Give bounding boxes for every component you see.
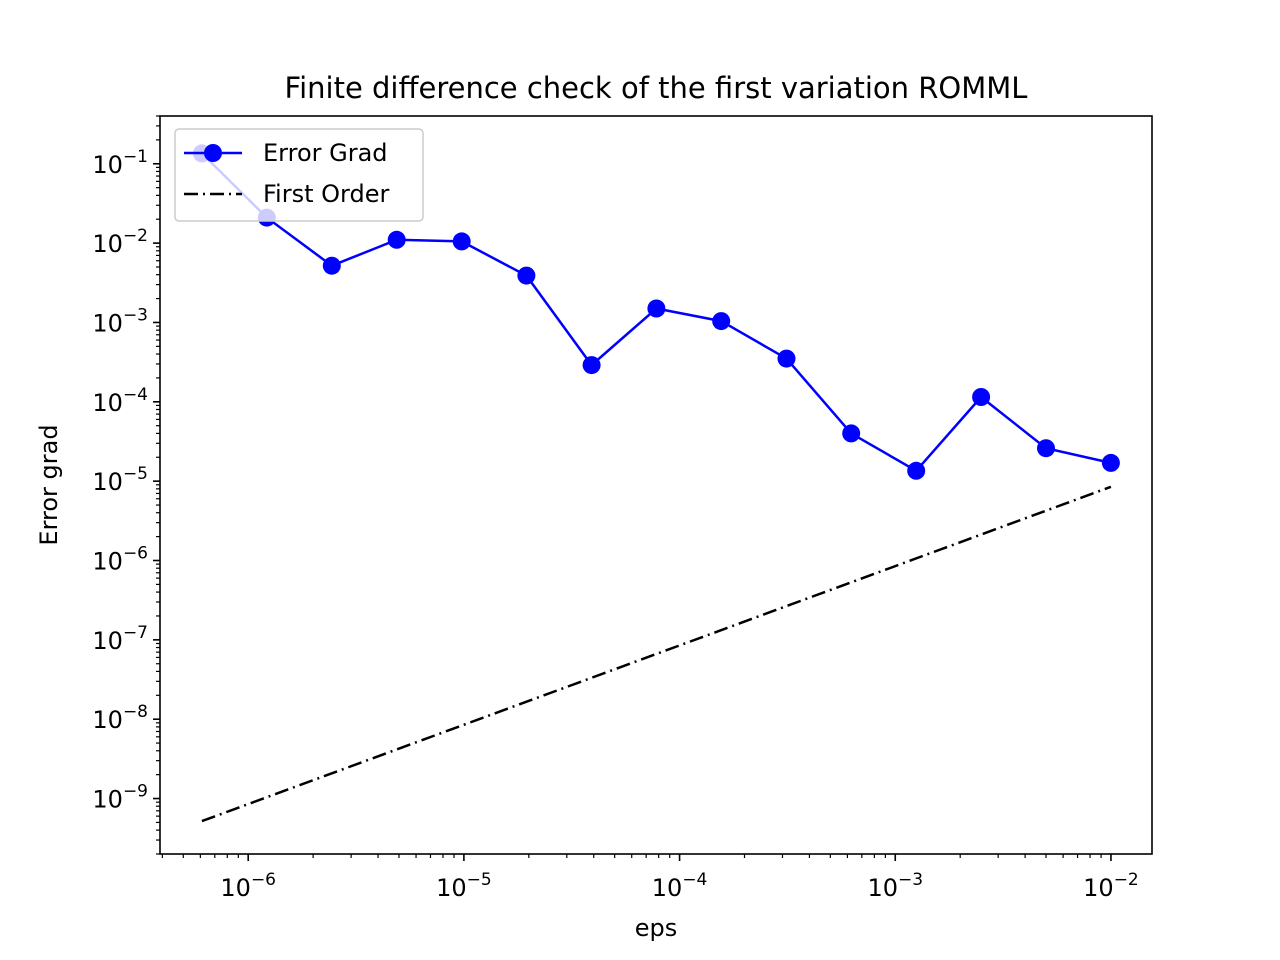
legend-label-first-order: First Order (263, 180, 389, 208)
x-tick-label: 10−6 (220, 870, 276, 902)
x-tick-label: 10−5 (436, 870, 492, 902)
legend: Error Grad First Order (174, 128, 424, 222)
y-tick-label: 10−9 (92, 782, 148, 814)
data-point-error-grad (1037, 439, 1055, 458)
data-point-error-grad (452, 232, 471, 251)
data-point-error-grad (907, 461, 926, 480)
y-tick-label: 10−6 (92, 544, 148, 576)
data-point-error-grad (972, 388, 991, 406)
data-point-error-grad (647, 299, 666, 318)
x-axis-label: eps (635, 914, 678, 942)
y-tick-label: 10−5 (92, 464, 148, 496)
y-tick-label: 10−4 (92, 385, 148, 417)
legend-label-error-grad: Error Grad (263, 139, 388, 167)
x-tick-label: 10−3 (867, 870, 923, 902)
series-line-first-order (201, 485, 1112, 823)
y-tick-label: 10−7 (92, 623, 148, 655)
x-tick-label: 10−4 (652, 870, 708, 902)
data-point-error-grad (517, 266, 536, 285)
y-axis-label: Error grad (35, 424, 63, 545)
data-point-error-grad (322, 256, 341, 275)
series-layer (192, 144, 1120, 823)
data-point-error-grad (1101, 453, 1120, 472)
y-axis: 10−9 10−8 10−7 10−6 10−5 10−4 10−3 10−2 10−1 (92, 115, 160, 855)
legend-marker-error-grad (204, 144, 222, 162)
data-point-error-grad (582, 356, 601, 375)
x-tick-label: 10−2 (1083, 870, 1139, 902)
y-tick-label: 10−1 (92, 147, 148, 179)
data-point-error-grad (387, 230, 406, 249)
y-tick-label: 10−8 (92, 702, 148, 734)
data-point-error-grad (777, 349, 796, 368)
data-point-error-grad (712, 312, 731, 331)
x-axis: 10−6 10−5 10−4 10−3 10−2 (161, 854, 1139, 902)
y-tick-label: 10−3 (92, 305, 148, 337)
plot-frame (159, 115, 1153, 855)
plot-area (160, 116, 1152, 854)
y-tick-label: 10−2 (92, 226, 148, 258)
chart-title: Finite difference check of the first var… (285, 71, 1028, 105)
data-point-error-grad (842, 424, 861, 443)
